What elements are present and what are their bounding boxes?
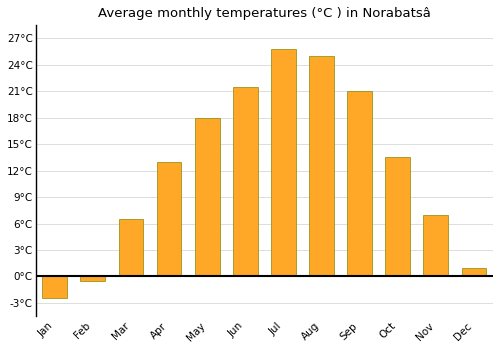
Bar [118, 219, 144, 276]
Bar [195, 118, 220, 276]
Bar [42, 276, 67, 299]
Bar [347, 91, 372, 276]
Bar [156, 162, 182, 276]
Bar [233, 87, 258, 276]
Title: Average monthly temperatures (°C ) in Norabatsâ: Average monthly temperatures (°C ) in No… [98, 7, 431, 20]
Bar [271, 49, 296, 276]
Bar [424, 215, 448, 276]
Bar [386, 158, 410, 276]
Bar [80, 276, 105, 281]
Bar [462, 267, 486, 276]
Bar [309, 56, 334, 276]
